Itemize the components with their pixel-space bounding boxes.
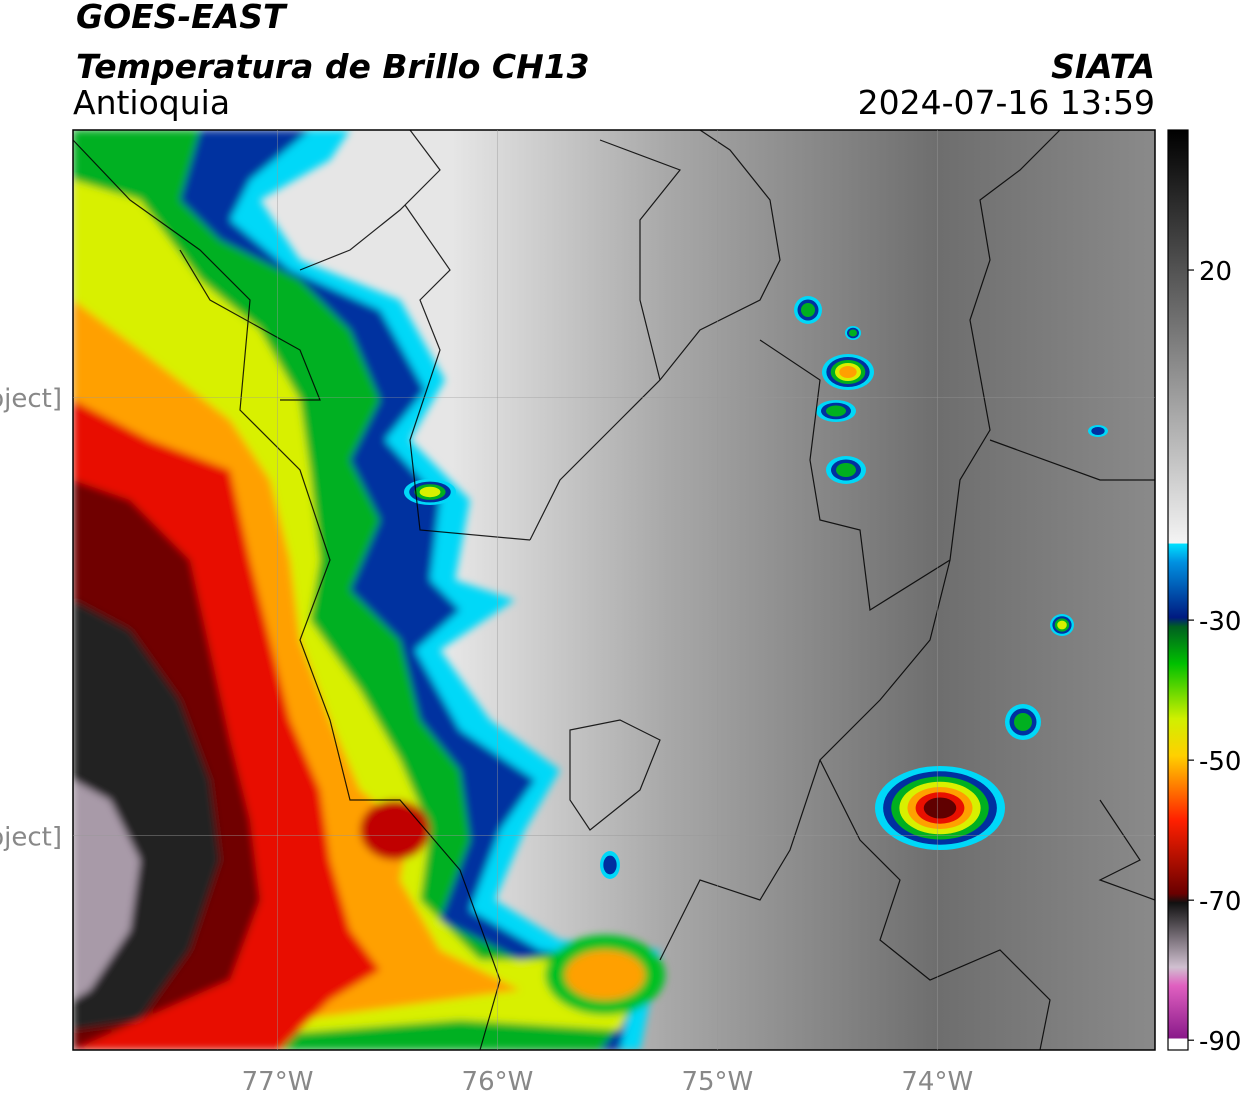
- colorbar-tick-label: -90: [1199, 1027, 1241, 1057]
- x-tick-label: 74°W: [901, 1067, 973, 1097]
- storm-cell: [923, 797, 957, 819]
- colorbar-tick-label: -70: [1199, 887, 1241, 917]
- subtitle: Temperatura de Brillo CH13: [76, 47, 590, 86]
- storm-cell: [826, 405, 846, 417]
- region: Antioquia: [73, 83, 230, 122]
- storm-cell: [849, 329, 857, 337]
- colorbar: [1167, 129, 1189, 1051]
- y-tick-label: [object Object]: [0, 822, 62, 852]
- storm-cell: [801, 303, 815, 317]
- y-tick-label: [object Object]: [0, 384, 62, 414]
- storm-cell: [603, 855, 617, 875]
- source: SIATA: [1051, 47, 1155, 86]
- title: GOES-EAST: [76, 0, 288, 36]
- storm-cell: [1091, 427, 1105, 435]
- colorbar-tick-label: -50: [1199, 747, 1241, 777]
- storm-cell: [1014, 713, 1032, 731]
- map-frame: [72, 129, 1156, 1051]
- satellite-image: [73, 130, 1155, 1050]
- storm-cell: [1057, 620, 1067, 630]
- colorbar-tick-label: 20: [1199, 257, 1232, 287]
- colorbar-tick-label: -30: [1199, 607, 1241, 637]
- storm-cell: [419, 486, 441, 498]
- x-tick-label: 77°W: [242, 1067, 314, 1097]
- x-tick-label: 76°W: [462, 1067, 534, 1097]
- datetime: 2024-07-16 13:59: [858, 83, 1155, 122]
- storm-cell: [839, 366, 857, 378]
- storm-cell: [836, 463, 856, 477]
- x-tick-label: 75°W: [681, 1067, 753, 1097]
